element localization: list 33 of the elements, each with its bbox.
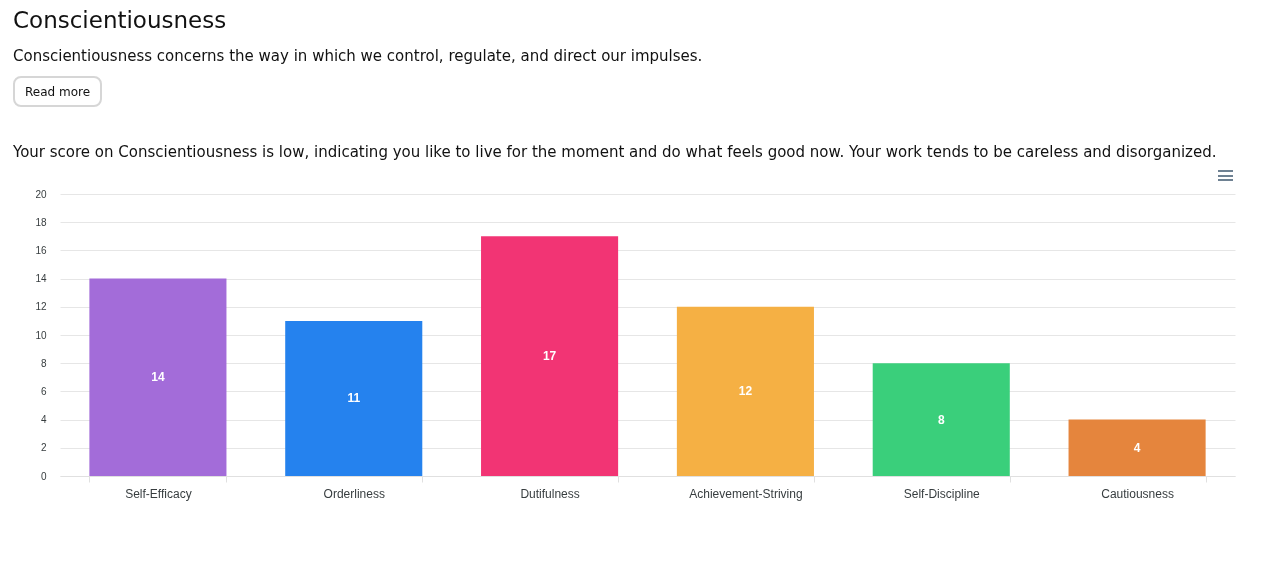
bar bbox=[285, 320, 423, 476]
y-tick-label: 8 bbox=[40, 357, 47, 369]
text: Your score on Conscientiousness is low, indicating you like to live for the moment and do what feels good now. Your work tends to be careless and disorganized. bbox=[13, 143, 1217, 162]
y-tick-label: 4 bbox=[40, 414, 47, 426]
bar bbox=[89, 278, 227, 476]
chart-subtitle: Conscientiousness concerns the way in which we control, regulate, and direct our impulses. bbox=[13, 47, 703, 66]
data-label: 4 bbox=[1133, 440, 1141, 455]
bar bbox=[872, 363, 1010, 476]
y-tick-label: 20 bbox=[35, 188, 47, 200]
chart-title: Conscientiousness bbox=[13, 7, 227, 33]
y-tick-label: 10 bbox=[35, 329, 47, 341]
text: Read more bbox=[13, 76, 102, 107]
x-tick-label: Orderliness bbox=[323, 486, 385, 501]
data-label: 11 bbox=[347, 391, 361, 406]
y-tick-label: 12 bbox=[35, 301, 47, 313]
data-label: 17 bbox=[542, 349, 557, 364]
bar bbox=[481, 236, 619, 476]
data-label: 14 bbox=[151, 370, 165, 385]
bar bbox=[676, 306, 814, 476]
x-tick-label: Achievement-Striving bbox=[689, 486, 803, 501]
bar bbox=[1068, 419, 1206, 476]
y-tick-label: 18 bbox=[35, 216, 47, 228]
y-tick-label: 16 bbox=[35, 244, 47, 256]
x-tick-label: Self-Efficacy bbox=[125, 486, 192, 501]
y-tick-label: 14 bbox=[35, 273, 47, 285]
x-tick-label: Dutifulness bbox=[520, 486, 580, 501]
data-label: 8 bbox=[937, 412, 945, 427]
x-tick-label: Self-Discipline bbox=[903, 486, 981, 501]
data-label: 12 bbox=[738, 384, 753, 399]
y-tick-label: 6 bbox=[40, 385, 47, 397]
y-tick-label: 2 bbox=[40, 442, 47, 454]
x-tick-label: Cautiousness bbox=[1101, 486, 1174, 501]
y-tick-label: 0 bbox=[40, 470, 47, 482]
